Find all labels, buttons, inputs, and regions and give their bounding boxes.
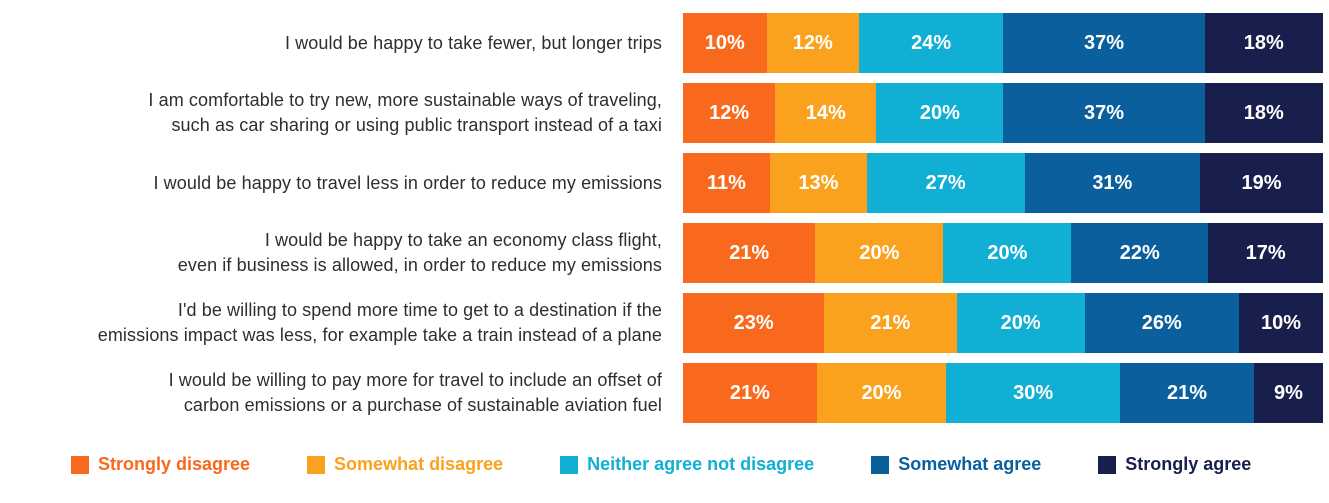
legend: Strongly disagree Somewhat disagree Neithe… [0, 454, 1323, 475]
legend-label: Neither agree not disagree [587, 454, 815, 474]
bar-segment: 9% [1253, 363, 1323, 423]
bar-segment: 20% [815, 223, 944, 283]
bar-segment: 27% [866, 153, 1025, 213]
chart-row: I'd be willing to spend more time to get… [0, 293, 1324, 353]
legend-label: Strongly agree [1125, 454, 1252, 474]
stacked-bar: 21% 20% 30% 21% 9% [683, 363, 1323, 423]
segment-value-label: 9% [1274, 381, 1303, 404]
bar-segment: 21% [824, 293, 957, 353]
segment-value-label: 26% [1141, 311, 1182, 334]
category-label: I am comfortable to try new, more sustai… [148, 90, 662, 135]
bar-segment: 14% [775, 83, 877, 143]
bar-segment: 10% [683, 13, 767, 73]
chart-row: I would be happy to take an economy clas… [0, 223, 1324, 283]
bar-segment: 20% [943, 223, 1072, 283]
segment-value-label: 12% [709, 101, 750, 124]
legend-swatch-icon [1098, 455, 1117, 474]
legend-swatch-icon [560, 455, 579, 474]
segment-value-label: 21% [729, 381, 770, 404]
category-label: I'd be willing to spend more time to get… [97, 300, 662, 345]
stacked-bar: 21% 20% 20% 22% 17% [683, 223, 1324, 283]
chart-row: I would be happy to take fewer, but long… [0, 13, 1323, 73]
legend-swatch-icon [307, 455, 326, 474]
bar-segment: 19% [1200, 153, 1323, 213]
stacked-bar: 10% 12% 24% 37% 18% [683, 13, 1323, 73]
segment-value-label: 12% [792, 31, 833, 54]
segment-value-label: 37% [1083, 31, 1125, 54]
segment-value-label: 23% [733, 311, 774, 334]
bar-segment: 37% [1003, 83, 1205, 143]
segment-value-label: 18% [1243, 31, 1284, 54]
segment-value-label: 14% [805, 101, 846, 124]
segment-value-label: 20% [919, 101, 960, 124]
legend-item: Strongly agree [1098, 454, 1251, 475]
bar-segment: 20% [876, 83, 1004, 143]
segment-value-label: 24% [911, 31, 952, 54]
bar-segment: 22% [1071, 223, 1209, 283]
bar-segment: 23% [683, 293, 825, 353]
bar-segment: 12% [683, 83, 776, 143]
segment-value-label: 20% [859, 241, 900, 264]
legend-swatch-icon [71, 455, 89, 474]
chart-row: I am comfortable to try new, more sustai… [0, 83, 1323, 143]
stacked-bar: 11% 13% 27% 31% 19% [683, 153, 1323, 213]
category-label: I would be happy to take fewer, but long… [284, 32, 662, 53]
legend-swatch-icon [871, 455, 890, 474]
legend-item: Somewhat disagree [307, 454, 503, 475]
segment-value-label: 20% [1000, 311, 1041, 334]
legend-label: Somewhat agree [898, 454, 1042, 474]
segment-value-label: 21% [870, 311, 911, 334]
segment-value-label: 20% [861, 381, 902, 404]
category-label: I would be happy to take an economy clas… [177, 230, 662, 275]
bar-segment: 24% [858, 13, 1004, 73]
chart-row: I would be willing to pay more for trave… [0, 363, 1323, 423]
chart-rows: I would be happy to take fewer, but long… [0, 13, 1324, 423]
segment-value-label: 20% [987, 241, 1028, 264]
legend-item: Strongly disagree [71, 454, 250, 475]
bar-segment: 10% [1239, 293, 1324, 353]
segment-value-label: 21% [729, 241, 770, 264]
stacked-bar: 23% 21% 20% 26% 10% [683, 293, 1324, 353]
segment-value-label: 21% [1166, 381, 1208, 404]
segment-value-label: 30% [1013, 381, 1054, 404]
bar-segment: 20% [816, 363, 947, 423]
segment-value-label: 27% [925, 171, 966, 194]
segment-value-label: 18% [1243, 101, 1284, 124]
bar-segment: 31% [1024, 153, 1201, 213]
chart-row: I would be happy to travel less in order… [0, 153, 1323, 213]
bar-segment: 37% [1003, 13, 1205, 73]
segment-value-label: 22% [1119, 241, 1160, 264]
bar-segment: 12% [766, 13, 859, 73]
segment-value-label: 13% [798, 171, 839, 194]
stacked-bar: 12% 14% 20% 37% 18% [683, 83, 1323, 143]
bar-segment: 26% [1084, 293, 1239, 353]
bar-segment: 21% [1120, 363, 1254, 423]
legend-item: Neither agree not disagree [560, 454, 814, 475]
category-label: I would be willing to pay more for trave… [168, 370, 662, 415]
category-label: I would be happy to travel less in order… [153, 172, 662, 193]
bar-segment: 30% [946, 363, 1121, 423]
segment-value-label: 11% [707, 171, 746, 194]
segment-value-label: 17% [1245, 241, 1286, 264]
segment-value-label: 10% [1260, 311, 1302, 334]
bar-segment: 18% [1204, 13, 1323, 73]
bar-segment: 13% [769, 153, 867, 213]
legend-item: Somewhat agree [871, 454, 1041, 475]
bar-segment: 20% [956, 293, 1085, 353]
bar-segment: 17% [1208, 223, 1324, 283]
bar-segment: 18% [1204, 83, 1323, 143]
bar-segment: 11% [683, 153, 770, 213]
legend-label: Somewhat disagree [334, 454, 504, 474]
bar-segment: 21% [683, 223, 816, 283]
segment-value-label: 37% [1083, 101, 1125, 124]
segment-value-label: 10% [704, 31, 745, 54]
bar-segment: 21% [683, 363, 817, 423]
segment-value-label: 19% [1241, 171, 1282, 194]
segment-value-label: 31% [1092, 171, 1133, 194]
legend-label: Strongly disagree [98, 454, 251, 474]
